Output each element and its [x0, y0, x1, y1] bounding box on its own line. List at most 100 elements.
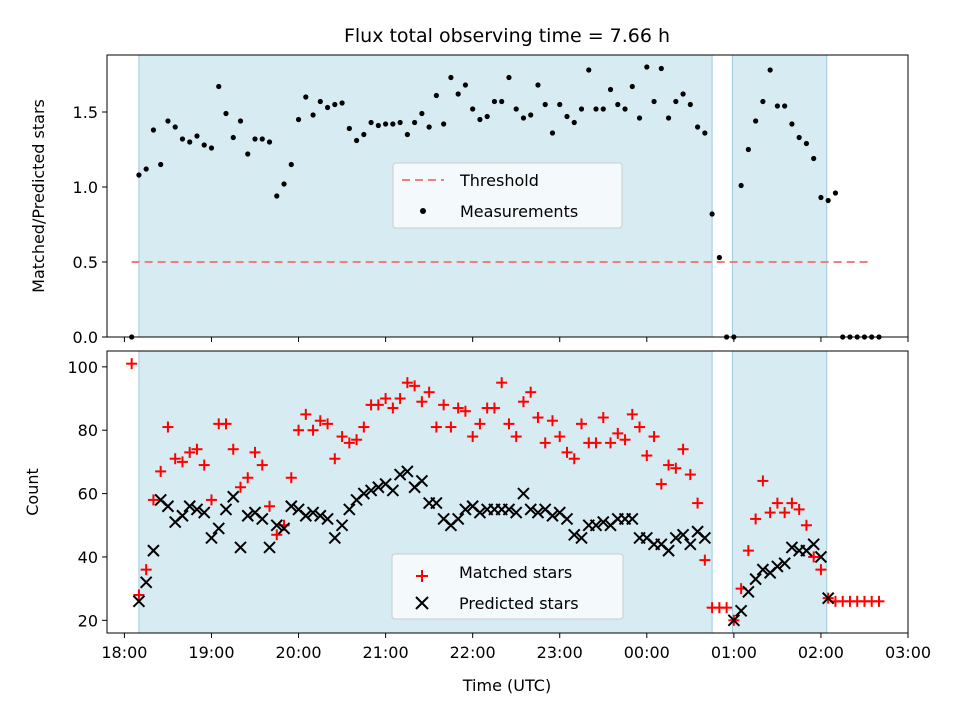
matched-star-point	[205, 494, 217, 506]
predicted-star-point	[256, 512, 269, 526]
bottom-xtick-label: 20:00	[275, 643, 321, 662]
matched-star-point	[184, 446, 196, 458]
predicted-star-point	[263, 541, 276, 554]
bottom-xtick-label: 21:00	[363, 643, 409, 662]
measurement-point	[600, 106, 606, 112]
top-x-ticks	[123, 337, 909, 342]
measurement-point	[557, 101, 563, 108]
measurement-point	[448, 74, 454, 81]
measurement-point	[774, 103, 781, 109]
matched-star-point	[612, 427, 624, 439]
measurement-point	[571, 119, 577, 126]
measurement-point	[353, 137, 360, 144]
matched-star-point	[256, 459, 268, 471]
predicted-star-point	[756, 563, 770, 576]
top-axes-frame	[106, 54, 909, 338]
top-y-ticks: 0.0 0.5 1.0 1.5	[73, 103, 107, 347]
matched-star-point	[808, 551, 820, 563]
matched-star-point	[445, 421, 457, 433]
measurement-point	[673, 98, 679, 105]
matched-star-point	[176, 456, 188, 468]
measurement-point	[194, 133, 200, 139]
predicted-star-point	[364, 484, 378, 497]
matched-star-point	[372, 399, 384, 411]
matched-star-point	[271, 529, 283, 541]
measurement-point	[223, 110, 229, 117]
matched-star-point	[452, 402, 464, 414]
top-ytick-label: 1.0	[73, 178, 98, 197]
measurement-point	[477, 116, 483, 123]
bottom-y-axis-label: Count	[23, 468, 42, 516]
matched-star-point	[162, 421, 174, 433]
measurement-point	[426, 124, 432, 130]
legend-predicted-swatch	[415, 596, 429, 610]
predicted-star-point	[727, 614, 741, 627]
measurement-point	[607, 86, 614, 93]
matched-star-point	[496, 377, 508, 389]
predicted-star-point	[568, 528, 581, 541]
matched-star-point	[264, 500, 276, 512]
matched-star-point	[387, 402, 399, 414]
measurement-point	[586, 67, 592, 73]
predicted-star-point	[285, 500, 298, 513]
measurement-point	[179, 136, 186, 142]
matched-star-point	[438, 399, 450, 411]
x-axis-label: Time (UTC)	[462, 676, 551, 695]
measurement-point	[789, 121, 795, 127]
measurement-point	[644, 64, 650, 70]
legend-predicted-label: Predicted stars	[459, 594, 579, 613]
predicted-star-point	[524, 503, 537, 516]
matched-star-point	[423, 386, 435, 398]
matched-star-point	[242, 472, 254, 484]
measurement-point	[825, 197, 831, 204]
matched-star-point	[409, 380, 421, 392]
measurement-point	[404, 131, 410, 138]
measurement-point	[811, 155, 817, 162]
measurement-point	[150, 127, 157, 133]
matched-star-point	[285, 472, 297, 484]
predicted-star-point	[372, 481, 385, 494]
measurement-point	[216, 83, 222, 90]
predicted-star-point	[415, 474, 429, 488]
predicted-star-point	[517, 487, 530, 500]
measurement-point	[767, 67, 773, 73]
bottom-xtick-label: 19:00	[188, 643, 234, 662]
bottom-xtick-label: 02:00	[798, 643, 844, 662]
predicted-star-point	[343, 503, 356, 516]
matched-star-point	[619, 434, 631, 446]
predicted-star-point	[198, 506, 211, 519]
measurement-point	[172, 124, 178, 130]
matched-star-point	[648, 431, 660, 443]
measurement-point	[803, 140, 810, 147]
measurement-point	[245, 151, 251, 157]
measurement-point	[412, 119, 418, 126]
predicted-star-point	[597, 515, 610, 529]
measurement-point	[694, 124, 701, 130]
predicted-star-point	[386, 484, 400, 497]
matched-star-point	[655, 478, 667, 490]
measurement-point	[564, 113, 570, 120]
bottom-x-ticks: 18:00 19:00 20:00 21:00 22:00 23:00 00:00 01:00…	[101, 633, 931, 662]
measurement-point	[738, 182, 744, 189]
predicted-star-point	[778, 557, 791, 570]
measurement-point	[455, 91, 461, 97]
bottom-xtick-label: 01:00	[711, 643, 757, 662]
predicted-star-point	[669, 531, 683, 545]
bottom-axes-frame	[106, 350, 909, 634]
top-ytick-label: 0.5	[73, 253, 98, 272]
matched-star-point	[568, 453, 580, 465]
predicted-star-point	[451, 512, 465, 526]
predicted-star-point	[662, 544, 675, 557]
top-legend: Threshold Measurements	[392, 162, 623, 229]
predicted-star-point	[785, 541, 799, 554]
matched-star-point	[771, 497, 783, 509]
measurement-point	[259, 136, 265, 142]
predicted-star-point	[277, 522, 291, 535]
measurement-point	[615, 101, 621, 108]
matched-star-point	[133, 589, 145, 601]
matched-star-point	[351, 434, 363, 446]
measurement-point	[187, 139, 193, 145]
predicted-star-points	[132, 465, 835, 627]
predicted-star-point	[531, 506, 545, 519]
